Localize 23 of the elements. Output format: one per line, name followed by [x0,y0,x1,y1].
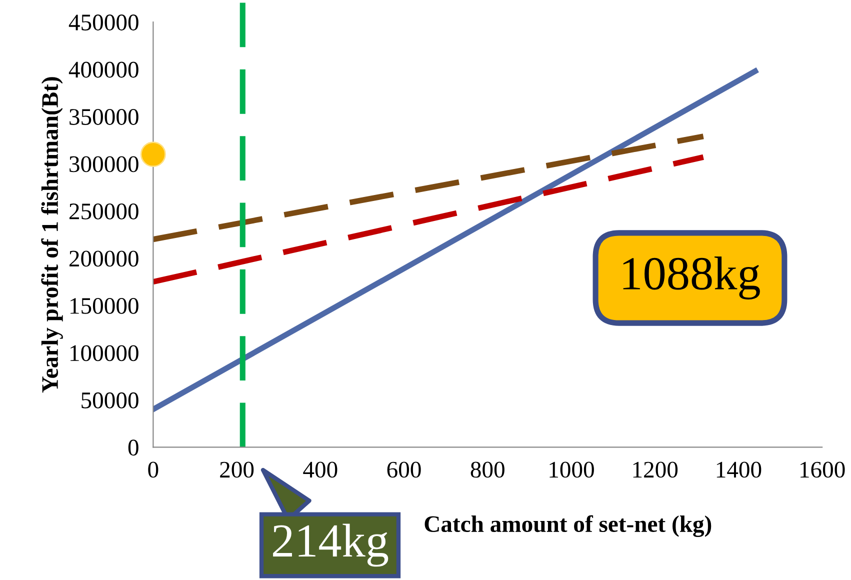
y-tick-label: 300000 [70,156,138,172]
y-tick-label: 400000 [68,62,138,78]
y-tick-label: 200000 [69,250,138,267]
x-tick-label: 1400 [716,462,762,478]
y-tick-label: 100000 [70,345,138,362]
x-tick-label: 200 [220,462,254,478]
y-tick-label: 50000 [82,392,138,408]
y-tick-label: 250000 [69,203,138,220]
annotation: 1088kg [623,256,760,300]
y-tick-label: 150000 [70,298,138,314]
y-tick-label: 450000 [68,14,138,30]
x-tick-label: 0 [148,462,158,478]
annotation: 214kg [273,524,388,567]
y-tick-label: 0 [128,440,138,456]
y-axis-title: Yearly profit of 1 fishrtman(Bt) [41,77,63,393]
x-tick-label: 800 [470,462,504,478]
x-tick-label: 400 [303,462,338,478]
x-axis-title: Catch amount of set-net (kg) [424,515,712,538]
y-tick-label: 350000 [70,109,138,125]
x-tick-label: 1600 [800,462,845,478]
x-tick-label: 1200 [633,462,678,478]
x-tick-label: 600 [387,462,421,478]
x-tick-label: 1000 [550,462,594,478]
